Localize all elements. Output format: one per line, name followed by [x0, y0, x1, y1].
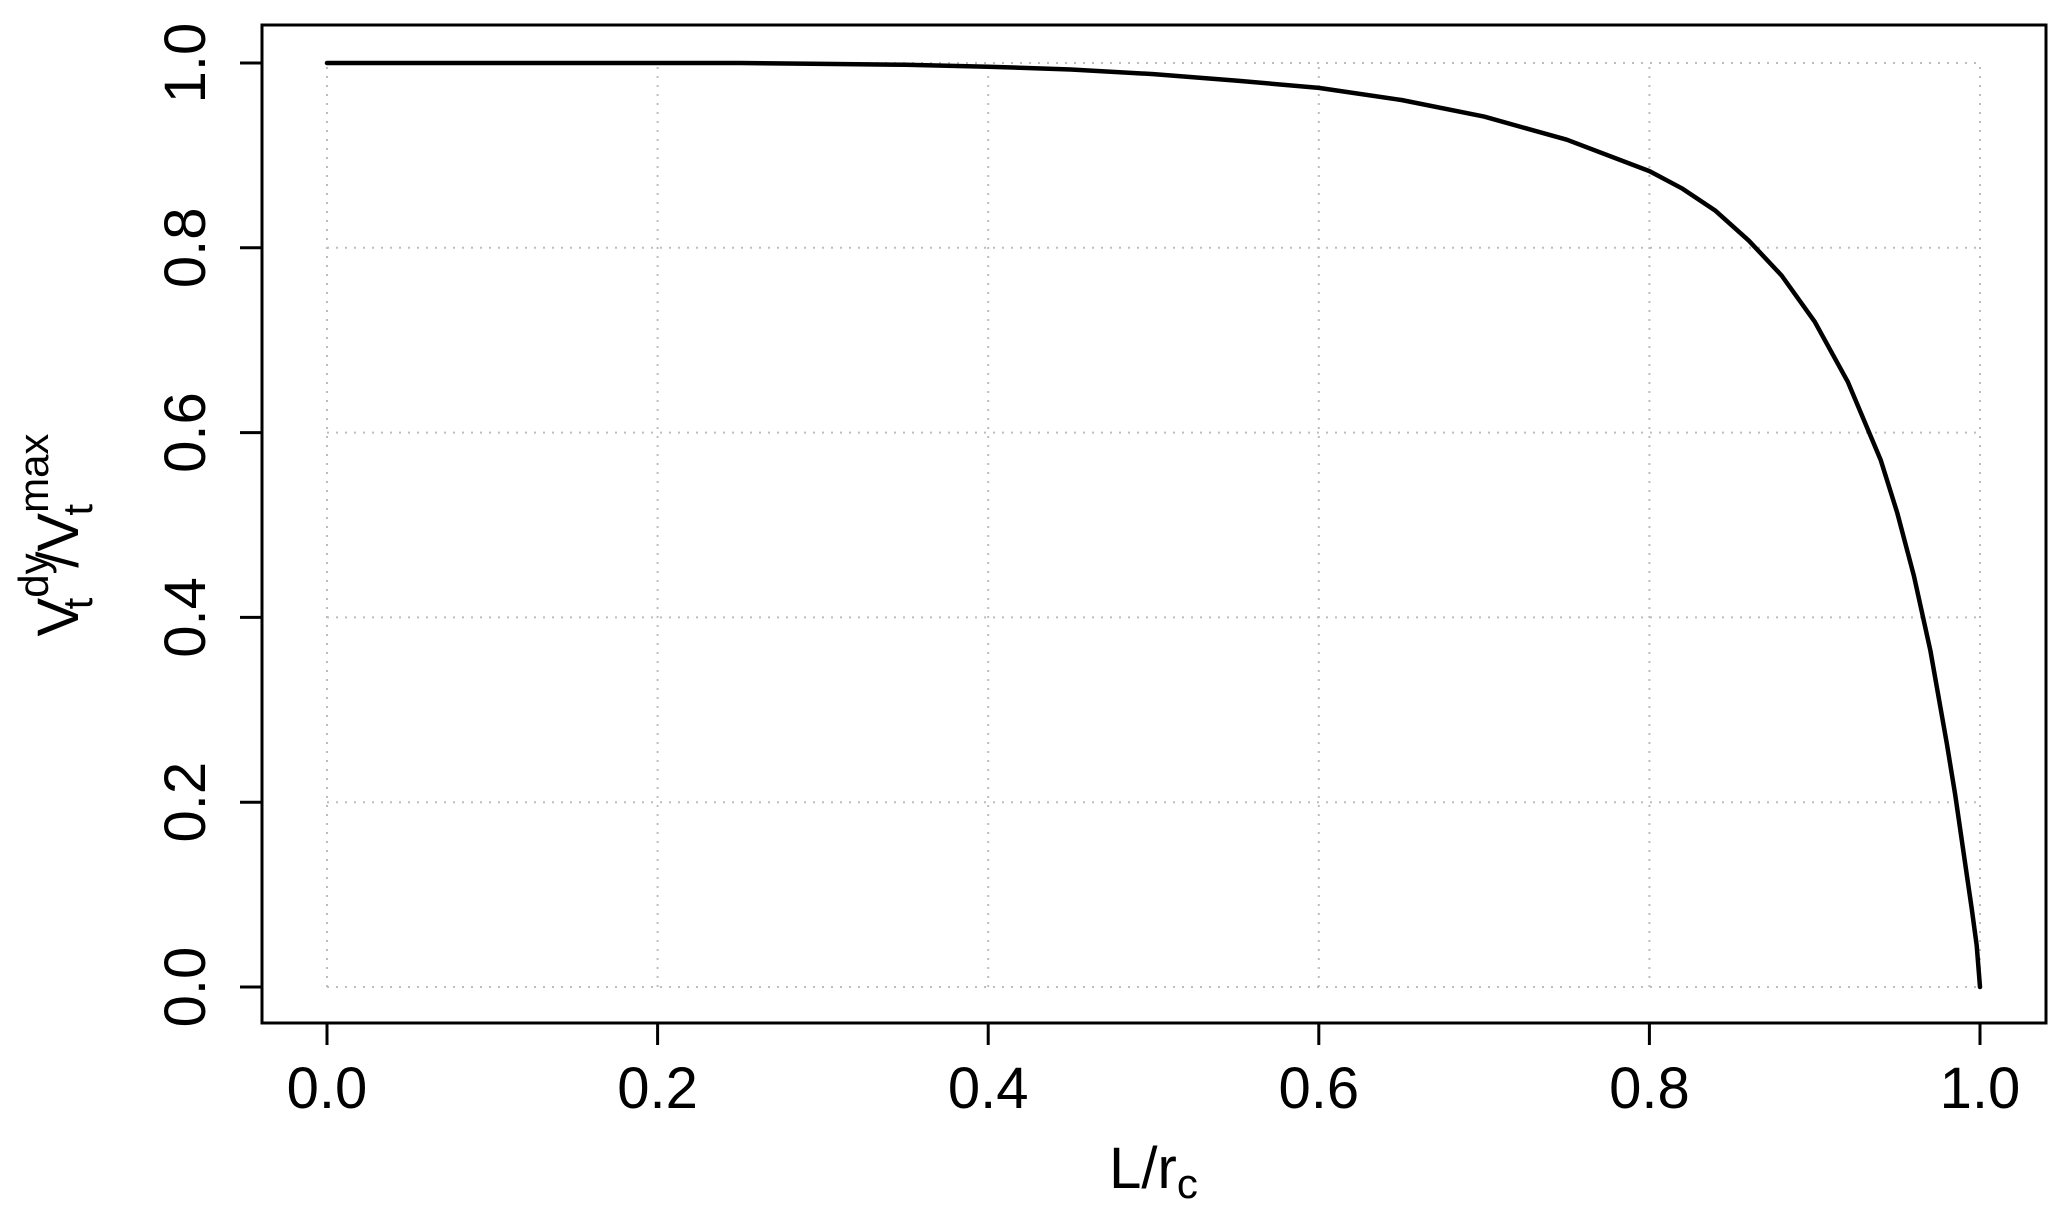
y-tick-label: 0.8	[153, 207, 218, 288]
x-axis-title-sep: /	[1141, 1136, 1158, 1201]
y-tick-label: 0.4	[153, 577, 218, 658]
y-axis-title-v2-sub: t	[54, 504, 101, 516]
grid-layer	[326, 62, 1981, 988]
x-axis-title: L/rc	[1109, 1136, 1198, 1207]
x-tick-label: 0.4	[948, 1056, 1029, 1121]
x-tick-label: 0.8	[1609, 1056, 1690, 1121]
series-line	[324, 60, 1983, 990]
y-tick-label: 0.2	[153, 762, 218, 843]
y-axis-title-v1-sup: dy	[10, 553, 57, 597]
x-axis-title-main: L	[1109, 1136, 1141, 1201]
y-axis-title: Vdyt/Vmaxt	[10, 434, 101, 637]
plot-frame	[260, 23, 2048, 1025]
y-axis: 0.0 0.2 0.4 0.6 0.8 1.0	[153, 23, 262, 1028]
y-axis-title-v2: V	[26, 513, 91, 552]
y-axis-title-v1: V	[26, 597, 91, 636]
y-axis-title-v2-sup: max	[10, 434, 57, 513]
y-tick-label: 1.0	[153, 23, 218, 104]
x-tick-label: 0.6	[1278, 1056, 1359, 1121]
line-layer	[324, 60, 1983, 990]
y-axis-title-sep: /	[26, 551, 91, 568]
x-axis: 0.0 0.2 0.4 0.6 0.8 1.0	[287, 1023, 2021, 1121]
x-axis-title-var: r	[1158, 1136, 1177, 1201]
y-tick-label: 0.0	[153, 947, 218, 1028]
y-tick-label: 0.6	[153, 392, 218, 473]
x-tick-label: 0.0	[287, 1056, 368, 1121]
x-tick-label: 1.0	[1940, 1056, 2021, 1121]
y-axis-title-v1-sub: t	[54, 597, 101, 609]
x-axis-title-sub: c	[1177, 1160, 1198, 1207]
x-tick-label: 0.2	[617, 1056, 698, 1121]
